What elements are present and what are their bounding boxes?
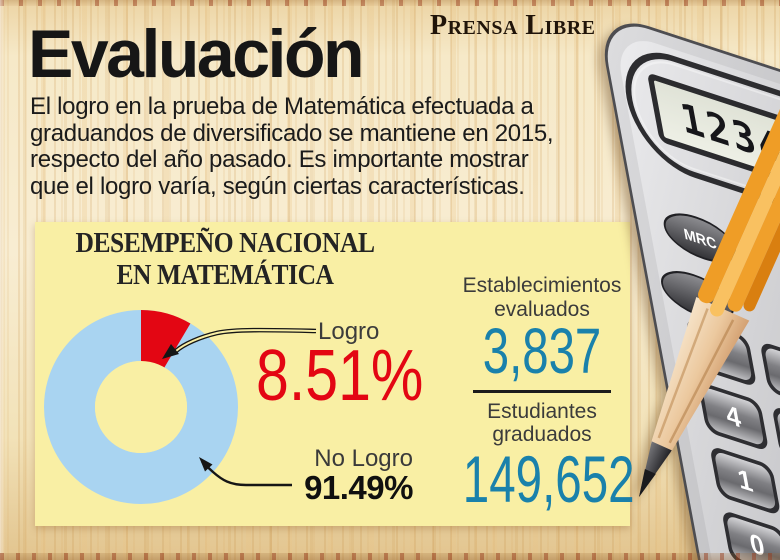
display-bezel-highlight [633, 61, 780, 243]
intro-line: graduandos de diversificado se mantiene … [30, 119, 554, 147]
no-logro-leader-arrow [199, 457, 292, 487]
donut-hole [95, 361, 187, 453]
chart-title-line1: DESEMPEÑO NACIONAL [75, 227, 375, 259]
mrc-key [663, 213, 737, 263]
pencil-body [698, 0, 780, 317]
intro-line: respecto del año pasado. Es importante m… [30, 146, 529, 173]
stat-label-estudiantes: Estudiantes graduados [487, 399, 597, 447]
intro-paragraph: El logro en la prueba de Matemática efec… [30, 93, 554, 200]
arrowhead-icon [162, 344, 179, 359]
memory-key-2 [661, 271, 734, 320]
display-bezel [625, 52, 780, 251]
key-1: 1 [711, 448, 780, 514]
no-logro-label: No Logro [314, 445, 413, 472]
lcd-screen [648, 74, 780, 224]
keypad-column-2 [761, 343, 780, 474]
donut-chart [44, 310, 317, 504]
stat-label-establecimientos: Establecimientos evaluados [462, 274, 622, 321]
key-4-label: 4 [723, 398, 744, 434]
stat-value-establecimientos: 3,837 [482, 315, 602, 388]
key-7: 7 [687, 319, 756, 385]
key-4: 4 [699, 383, 768, 450]
logro-value: 8.51% [256, 336, 424, 416]
wood-edge-bottom [0, 553, 780, 560]
mrc-key-label: MRC [683, 226, 719, 254]
stats-divider [473, 389, 611, 393]
page-title: Evaluación [28, 16, 365, 92]
no-logro-value: 91.49% [304, 469, 413, 507]
intro-line: El logro en la prueba de Matemática efec… [30, 93, 534, 120]
stat-value-estudiantes: 149,652 [462, 441, 635, 516]
chart-title-line2: EN MATEMÁTICA [116, 259, 334, 292]
intro-line: que el logro varía, según ciertas caract… [30, 172, 525, 200]
chart-title: DESEMPEÑO NACIONAL EN MATEMÁTICA [67, 227, 384, 292]
chart-panel: DESEMPEÑO NACIONAL EN MATEMÁTICA Logro 8… [35, 222, 630, 526]
wood-edge-left [0, 0, 5, 560]
prensa-libre-logo: Prensa Libre [430, 10, 596, 41]
key-1-label: 1 [735, 463, 755, 499]
wood-edge-top [0, 0, 780, 6]
pencil-wood-facet [668, 319, 735, 444]
key-7-label: 7 [711, 334, 731, 370]
logro-label: Logro [318, 318, 380, 345]
pencil-wood-facet [657, 308, 709, 439]
arrowhead-icon [199, 457, 213, 472]
no-logro-callout: No Logro 91.49% [213, 446, 413, 506]
logro-leader-arrow [162, 327, 317, 359]
stats-column: Establecimientos evaluados 3,837 Estudia… [432, 274, 652, 516]
lcd-digits: 1234 [676, 93, 780, 175]
